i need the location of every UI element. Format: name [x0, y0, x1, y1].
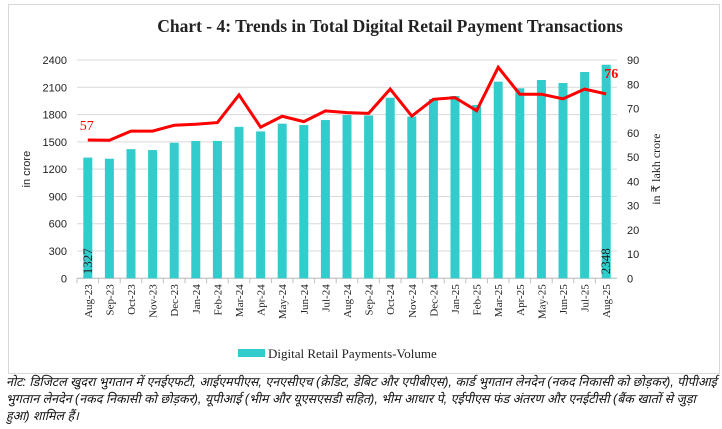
bar: [148, 150, 158, 279]
x-tick-label: Oct-23: [126, 284, 138, 315]
chart-frame: [8, 4, 720, 374]
y-tick-label: 900: [49, 191, 67, 203]
y-tick-label: 2400: [43, 55, 67, 67]
line-data-label: 76: [604, 67, 618, 82]
y2-tick-label: 10: [627, 249, 639, 261]
x-tick-label: Apr-25: [515, 284, 527, 316]
legend-swatch: [238, 349, 265, 357]
bar: [277, 123, 287, 279]
bar: [169, 142, 179, 279]
y-axis-label: in crore: [21, 151, 33, 188]
x-tick-label: Nov-24: [407, 284, 419, 318]
bar: [212, 140, 222, 279]
footnote: नोट: डिजिटल खुदरा भुगतान में एनईएफटी, आई…: [6, 375, 717, 423]
bar: [126, 149, 136, 279]
bar: [191, 140, 201, 279]
bar: [580, 72, 590, 279]
bar: [558, 83, 568, 279]
y2-tick-label: 70: [627, 104, 639, 116]
chart-svg: 0 300 600 900 1200 1500 1800 2100 2400 0 10 20 30 40 5…: [21, 55, 663, 361]
x-tick-label: Jan-25: [450, 284, 462, 314]
legend-label: Digital Retail Payments-Volume: [268, 346, 437, 361]
x-tick-label: Apr-24: [256, 284, 268, 316]
x-tick-label: Aug-25: [601, 284, 613, 318]
x-tick-label: Sep-23: [104, 284, 116, 316]
x-tick-label: Mar-25: [493, 284, 505, 317]
x-tick-label: Aug-24: [342, 284, 354, 318]
bar: [407, 116, 417, 279]
bar: [104, 158, 114, 279]
bar-data-label: 1327: [80, 248, 95, 275]
x-tick-label: Oct-24: [385, 284, 397, 315]
y2-tick-label: 60: [627, 128, 639, 140]
bar: [493, 81, 503, 279]
x-tick-label: Dec-24: [428, 284, 440, 317]
line-data-label: 57: [80, 119, 94, 134]
y2-tick-label: 90: [627, 55, 639, 67]
bar: [428, 99, 438, 279]
bar: [299, 125, 309, 279]
bar: [536, 80, 546, 279]
x-tick-label: May-25: [536, 284, 548, 319]
x-tick-label: Dec-23: [169, 284, 181, 317]
y-tick-label: 2100: [43, 82, 67, 94]
x-tick-label: May-24: [277, 284, 289, 319]
y2-tick-label: 80: [627, 79, 639, 91]
bar: [364, 115, 374, 279]
x-tick-label: Feb-24: [212, 284, 224, 316]
bar: [83, 157, 93, 279]
bar: [450, 96, 460, 279]
x-tick-label: Nov-23: [148, 284, 160, 318]
x-tick-label: Jul-24: [320, 284, 332, 312]
y-tick-label: 600: [49, 219, 67, 231]
bar: [256, 131, 266, 279]
y2-tick-label: 20: [627, 225, 639, 237]
y2-tick-label: 50: [627, 152, 639, 164]
chart-title: Chart - 4: Trends in Total Digital Retai…: [157, 16, 623, 36]
y2-axis-label: in ₹ lakh crore: [649, 134, 663, 205]
x-tick-label: Jun-25: [558, 284, 570, 314]
y2-tick-label: 0: [627, 273, 633, 285]
y2-tick-label: 40: [627, 176, 639, 188]
bar: [601, 64, 611, 279]
bar: [342, 115, 352, 279]
y-tick-label: 1500: [43, 137, 67, 149]
y-tick-label: 300: [49, 246, 67, 258]
bar-data-label: 2348: [598, 248, 613, 274]
bar: [320, 120, 330, 279]
x-tick-label: Aug-23: [83, 284, 95, 318]
x-tick-label: Jul-25: [580, 284, 592, 312]
x-tick-label: Jun-24: [299, 284, 311, 314]
bar: [472, 105, 482, 279]
y-tick-label: 1800: [43, 110, 67, 122]
bar: [385, 97, 395, 279]
x-tick-label: Feb-25: [472, 284, 484, 316]
y-tick-label: 0: [61, 273, 67, 285]
x-tick-label: Jan-24: [191, 284, 203, 314]
y-tick-label: 1200: [43, 164, 67, 176]
y2-tick-label: 30: [627, 201, 639, 213]
bar: [234, 126, 244, 279]
x-tick-label: Mar-24: [234, 284, 246, 317]
bar: [515, 88, 525, 279]
x-tick-label: Sep-24: [364, 284, 376, 316]
